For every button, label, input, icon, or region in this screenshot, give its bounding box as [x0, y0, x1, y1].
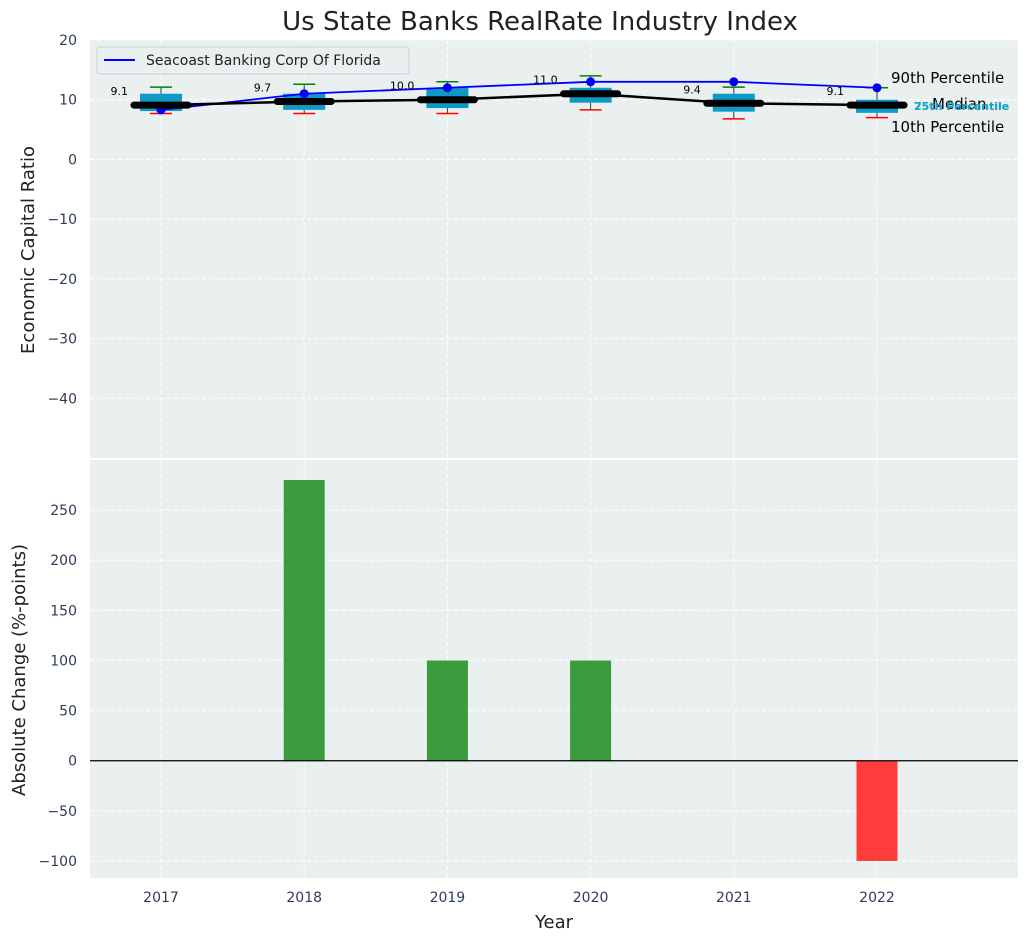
series-line-company — [160, 80, 878, 111]
median-value-label: 9.1 — [111, 85, 129, 98]
top-y-tick-label: 0 — [68, 152, 77, 168]
chart-title: Us State Banks RealRate Industry Index — [282, 7, 798, 37]
top-y-tick-label: 20 — [59, 33, 77, 49]
x-tick-label: 2018 — [286, 890, 322, 906]
bottom-y-tick-label: −50 — [47, 804, 77, 820]
x-tick-label: 2020 — [573, 890, 609, 906]
annotation-90th-percentile: 90th Percentile — [891, 69, 1004, 87]
top-y-tick-label: 10 — [59, 93, 77, 109]
x-tick-label: 2017 — [143, 890, 179, 906]
median-value-label: 10.0 — [390, 80, 415, 93]
median-value-label: 9.1 — [827, 85, 845, 98]
annotation-75th-percentile: 75th Percentile — [914, 100, 1009, 113]
top-y-tick-label: −40 — [47, 391, 77, 407]
bar-change-2018 — [283, 480, 325, 761]
x-tick-label: 2022 — [859, 890, 895, 906]
legend: Seacoast Banking Corp Of Florida — [96, 46, 410, 75]
legend-box — [96, 46, 410, 75]
axis-ticks: 20100−10−20−30−40250200150100500−50−1002… — [39, 33, 895, 906]
bottom-y-axis-label: Absolute Change (%-points) — [9, 544, 30, 796]
series-point-company — [729, 77, 739, 87]
annotation-25th-percentile: 25th Percentile — [914, 100, 1009, 113]
series-point-company — [586, 77, 596, 87]
annotation-median: Median — [932, 95, 987, 113]
bottom-y-tick-label: 200 — [50, 553, 77, 569]
series-point-company — [299, 89, 309, 99]
median-value-label: 11.0 — [533, 74, 558, 87]
bar-change-2020 — [570, 660, 612, 761]
bottom-chart-marks — [90, 480, 1018, 861]
bottom-y-tick-label: 50 — [59, 704, 77, 720]
bar-change-2022 — [856, 760, 898, 861]
top-chart-marks: 9.1 9.7 10.0 11.0 9.4 9.1 — [111, 74, 908, 120]
x-tick-label: 2021 — [716, 890, 752, 906]
bottom-y-tick-label: 250 — [50, 503, 77, 519]
x-tick-label: 2019 — [430, 890, 466, 906]
bar-change-2019 — [426, 660, 468, 761]
series-point-company — [442, 83, 452, 93]
legend-entry-company: Seacoast Banking Corp Of Florida — [146, 53, 381, 69]
top-y-tick-label: −30 — [47, 332, 77, 348]
top-y-tick-label: −20 — [47, 272, 77, 288]
x-axis-label: Year — [534, 912, 574, 933]
annotation-10th-percentile: 10th Percentile — [891, 118, 1004, 136]
bottom-y-tick-label: 150 — [50, 603, 77, 619]
series-point-company — [872, 83, 882, 93]
bottom-y-tick-label: 100 — [50, 653, 77, 669]
median-value-label: 9.7 — [254, 82, 272, 95]
median-value-label: 9.4 — [683, 83, 701, 96]
bottom-y-tick-label: −100 — [39, 854, 77, 870]
bottom-y-tick-label: 0 — [68, 754, 77, 770]
top-y-tick-label: −10 — [47, 212, 77, 228]
top-y-axis-label: Economic Capital Ratio — [18, 146, 39, 354]
